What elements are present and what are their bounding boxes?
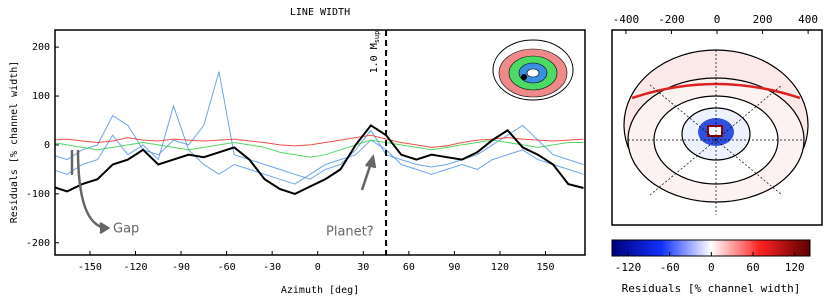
- lines: [55, 71, 584, 195]
- x-tick-label: -90: [172, 262, 190, 273]
- colorbar-tick-label: -120: [615, 261, 642, 274]
- y-tick-label: -100: [26, 189, 50, 200]
- x-tick-label: 150: [536, 262, 554, 273]
- x-axis-label: Azimuth [deg]: [281, 285, 359, 296]
- data-line: [55, 124, 584, 195]
- colorbar-label: Residuals [% channel width]: [622, 282, 801, 295]
- x-tick-label: 200: [753, 13, 773, 26]
- x-tick-label: 0: [315, 262, 321, 273]
- planet-label-main: 1.0 M: [369, 43, 380, 73]
- annotation: Gap: [113, 222, 139, 237]
- residual-image: [612, 30, 822, 225]
- x-tick-label: -400: [613, 13, 640, 26]
- x-tick-label: 60: [403, 262, 415, 273]
- y-axis-label: Residuals [% channel width]: [9, 61, 20, 224]
- annotation-arrows: [70, 149, 377, 235]
- x-tick-label: 0: [714, 13, 721, 26]
- y-tick-label: 200: [32, 42, 50, 53]
- x-tick-label: -150: [78, 262, 102, 273]
- planet-label-sub: sup: [373, 31, 381, 44]
- x-tick-label: 90: [448, 262, 460, 273]
- x-tick-label: 120: [491, 262, 509, 273]
- data-line: [55, 139, 584, 158]
- colorbar-tick-label: 0: [708, 261, 715, 274]
- y-tick-label: -200: [26, 238, 50, 249]
- inset-schematic: [492, 39, 574, 101]
- data-line: [55, 104, 584, 185]
- x-tick-label: -30: [263, 262, 281, 273]
- x-tick-label: -120: [123, 262, 147, 273]
- data-line: [55, 71, 584, 180]
- plot-frame: [54, 29, 586, 256]
- y-tick-label: 100: [32, 91, 50, 102]
- x-tick-label: -200: [658, 13, 685, 26]
- x-tick-label: 400: [798, 13, 818, 26]
- colorbar-tick-label: 60: [746, 261, 759, 274]
- chart-title: LINE WIDTH: [290, 7, 350, 18]
- data-line: [55, 134, 584, 148]
- y-tick-label: 0: [44, 140, 50, 151]
- colorbar-tick-label: -60: [660, 261, 680, 274]
- x-tick-label: 30: [357, 262, 369, 273]
- x-tick-label: -60: [218, 262, 236, 273]
- annotation: Planet?: [326, 225, 374, 240]
- planet-label: 1.0 Msup: [369, 31, 381, 74]
- colorbar-tick-label: 120: [785, 261, 805, 274]
